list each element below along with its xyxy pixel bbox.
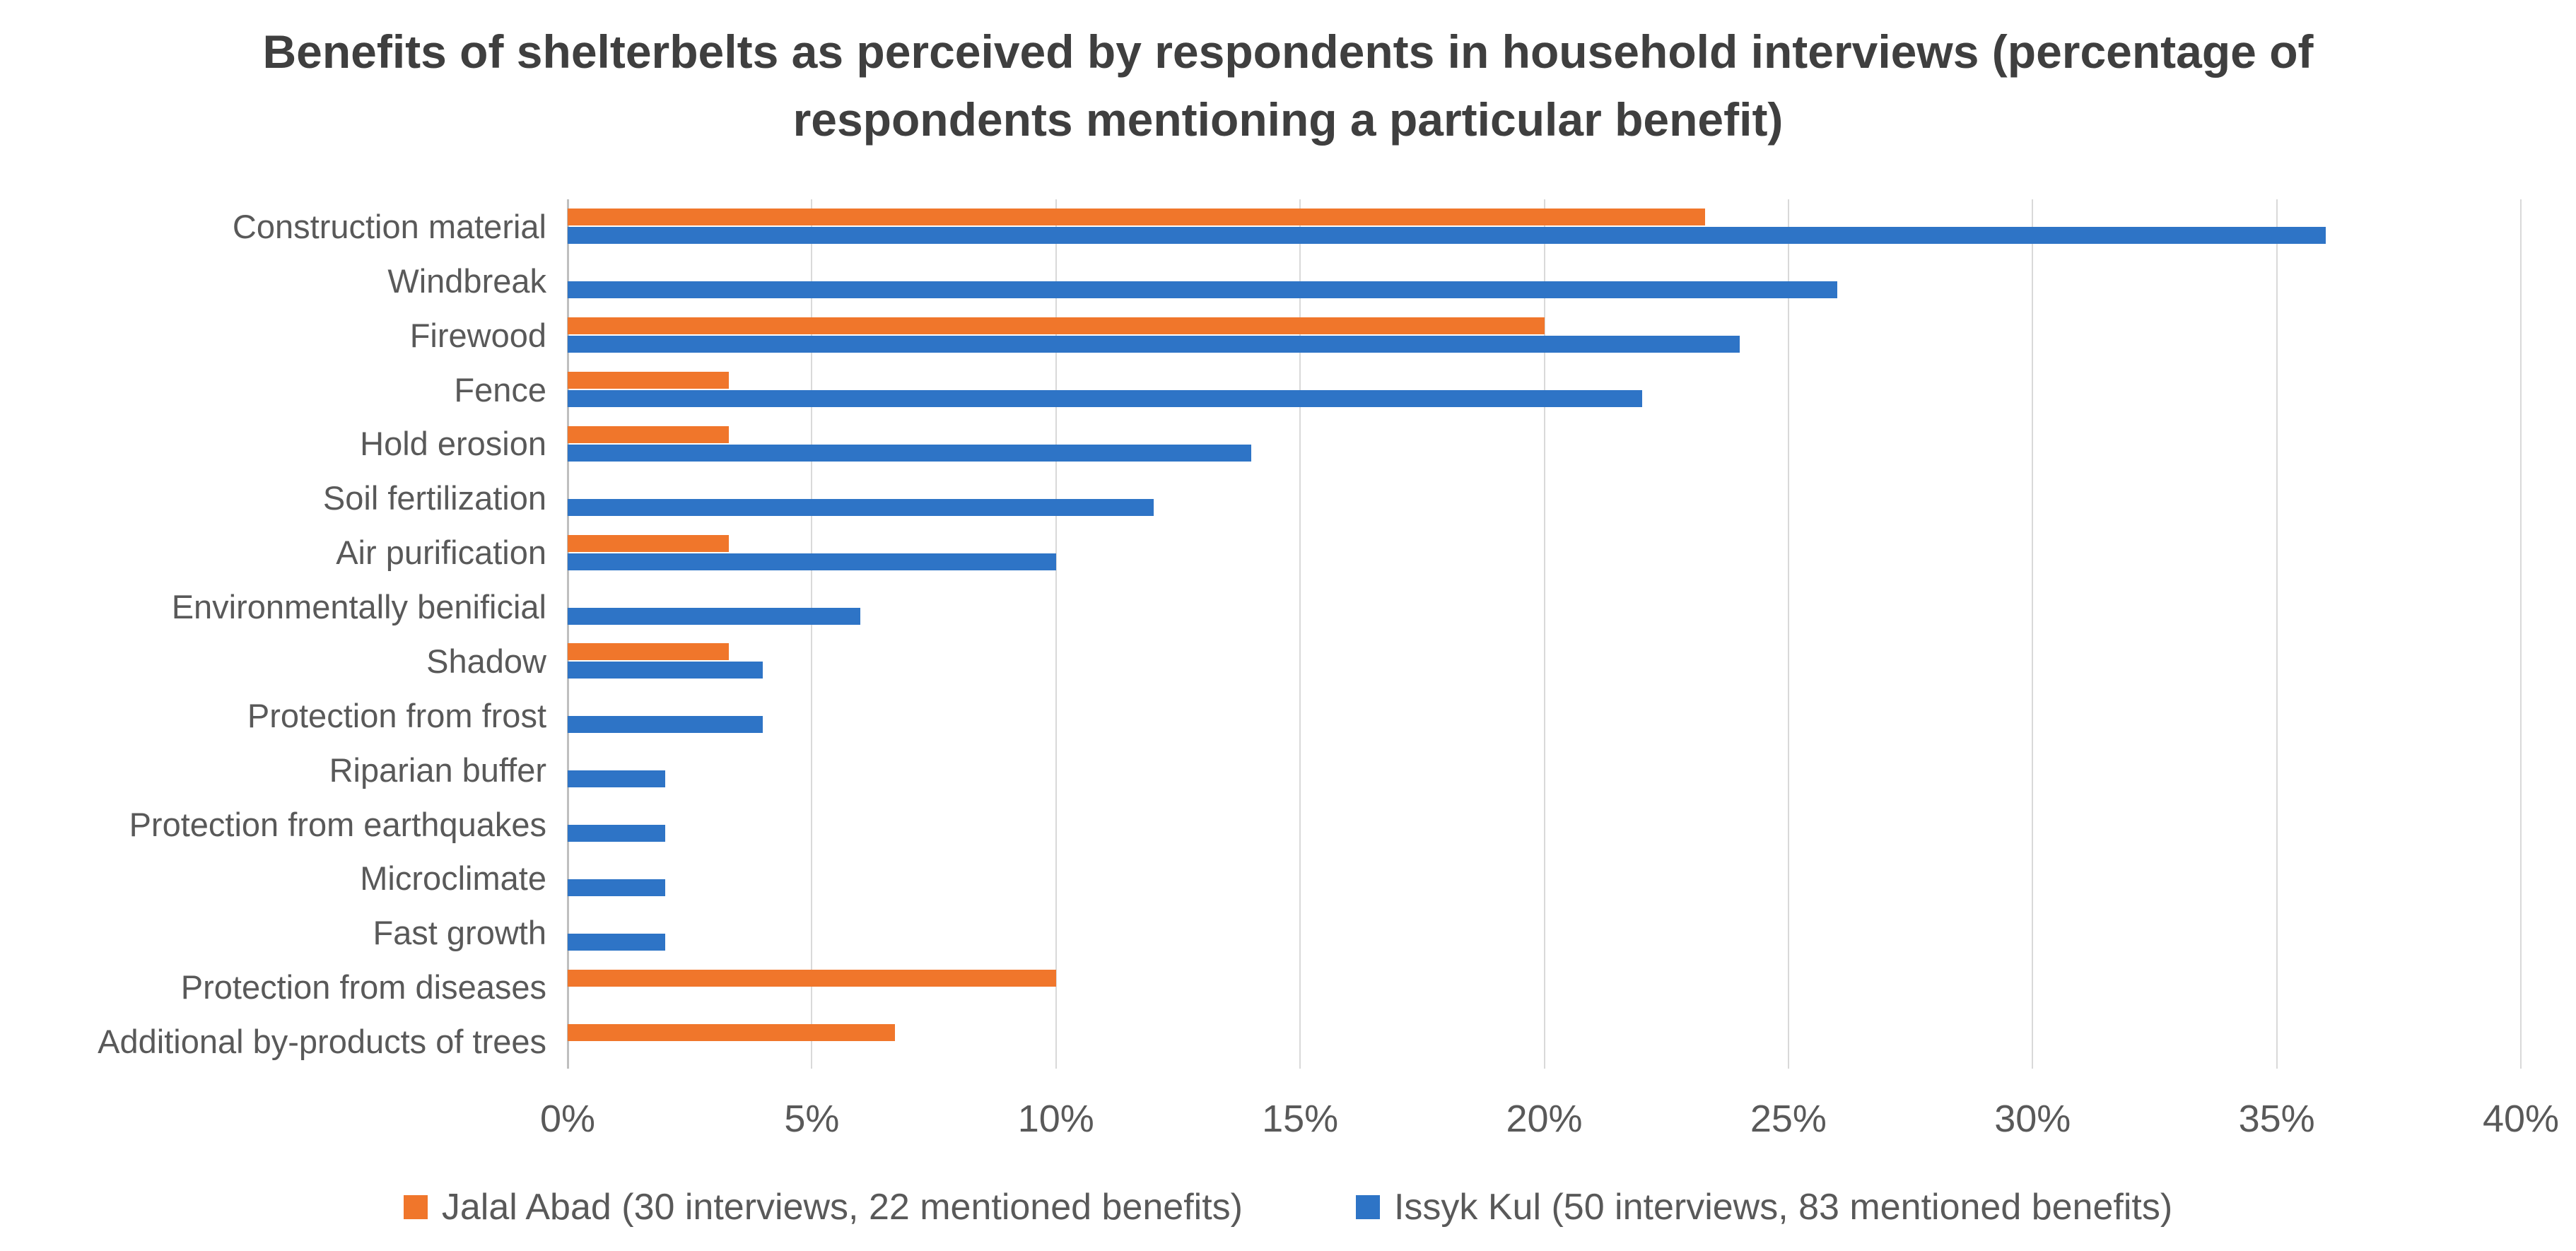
category-label: Hold erosion xyxy=(360,425,546,463)
bar xyxy=(568,662,763,679)
x-tick-label: 35% xyxy=(2238,1098,2315,1140)
legend-label: Jalal Abad (30 interviews, 22 mentioned … xyxy=(441,1187,1243,1228)
bar xyxy=(568,969,1056,987)
bar xyxy=(568,227,2326,245)
y-axis-line xyxy=(567,199,569,1069)
bar xyxy=(568,281,1837,299)
x-tick-label: 5% xyxy=(784,1098,840,1140)
x-tick-label: 30% xyxy=(1994,1098,2071,1140)
category-label: Construction material xyxy=(232,207,546,245)
bar xyxy=(568,879,666,896)
category-label: Shadow xyxy=(426,642,546,680)
x-tick-label: 0% xyxy=(539,1098,596,1140)
bar xyxy=(568,534,729,552)
category-label: Firewood xyxy=(409,316,546,354)
category-label: Environmentally benificial xyxy=(171,588,546,626)
legend-marker-icon xyxy=(403,1195,428,1219)
bar xyxy=(568,425,729,443)
bar xyxy=(568,553,1056,570)
category-label: Fence xyxy=(454,370,546,409)
category-label: Soil fertilization xyxy=(322,479,546,517)
category-label: Air purification xyxy=(336,534,546,572)
bar xyxy=(568,643,729,661)
bar xyxy=(568,498,1154,516)
chart-title: Benefits of shelterbelts as perceived by… xyxy=(262,25,2314,146)
bar xyxy=(568,1023,895,1041)
gridline xyxy=(1055,199,1057,1069)
legend-item: Issyk Kul (50 interviews, 83 mentioned b… xyxy=(1355,1186,2173,1228)
category-label: Fast growth xyxy=(373,914,546,952)
legend-item: Jalal Abad (30 interviews, 22 mentioned … xyxy=(403,1186,1243,1228)
gridline xyxy=(2520,199,2522,1069)
bar xyxy=(568,317,1545,335)
x-tick-label: 15% xyxy=(1262,1098,1339,1140)
category-label: Protection from frost xyxy=(247,696,546,734)
category-label: Protection from diseases xyxy=(180,968,546,1006)
y-axis-category-labels: Construction material Windbreak Firewood Fe… xyxy=(0,199,546,1069)
category-label: Riparian buffer xyxy=(329,751,546,789)
legend: Jalal Abad (30 interviews, 22 mentioned … xyxy=(0,1186,2576,1228)
bar xyxy=(568,336,1740,353)
gridline xyxy=(2032,199,2034,1069)
bar xyxy=(568,444,1252,462)
plot-area xyxy=(567,199,2522,1069)
bar xyxy=(568,208,1706,226)
bar xyxy=(568,933,666,951)
legend-marker-icon xyxy=(1355,1195,1380,1219)
bar xyxy=(568,390,1642,408)
x-tick-label: 10% xyxy=(1017,1098,1094,1140)
category-label: Windbreak xyxy=(387,262,546,300)
bar xyxy=(568,770,666,788)
gridline xyxy=(811,199,813,1069)
bar xyxy=(568,372,729,389)
category-label: Microclimate xyxy=(360,859,546,898)
gridline xyxy=(1543,199,1545,1069)
bar xyxy=(568,825,666,842)
x-tick-label: 25% xyxy=(1750,1098,1827,1140)
x-tick-label: 20% xyxy=(1506,1098,1583,1140)
legend-label: Issyk Kul (50 interviews, 83 mentioned b… xyxy=(1393,1187,2173,1228)
category-label: Additional by-products of trees xyxy=(98,1023,546,1061)
bar xyxy=(568,607,861,625)
bar xyxy=(568,716,763,734)
category-label: Protection from earthquakes xyxy=(129,805,546,843)
gridline xyxy=(2276,199,2278,1069)
gridline xyxy=(1787,199,1789,1069)
x-tick-label: 40% xyxy=(2482,1098,2560,1140)
gridline xyxy=(1299,199,1301,1069)
